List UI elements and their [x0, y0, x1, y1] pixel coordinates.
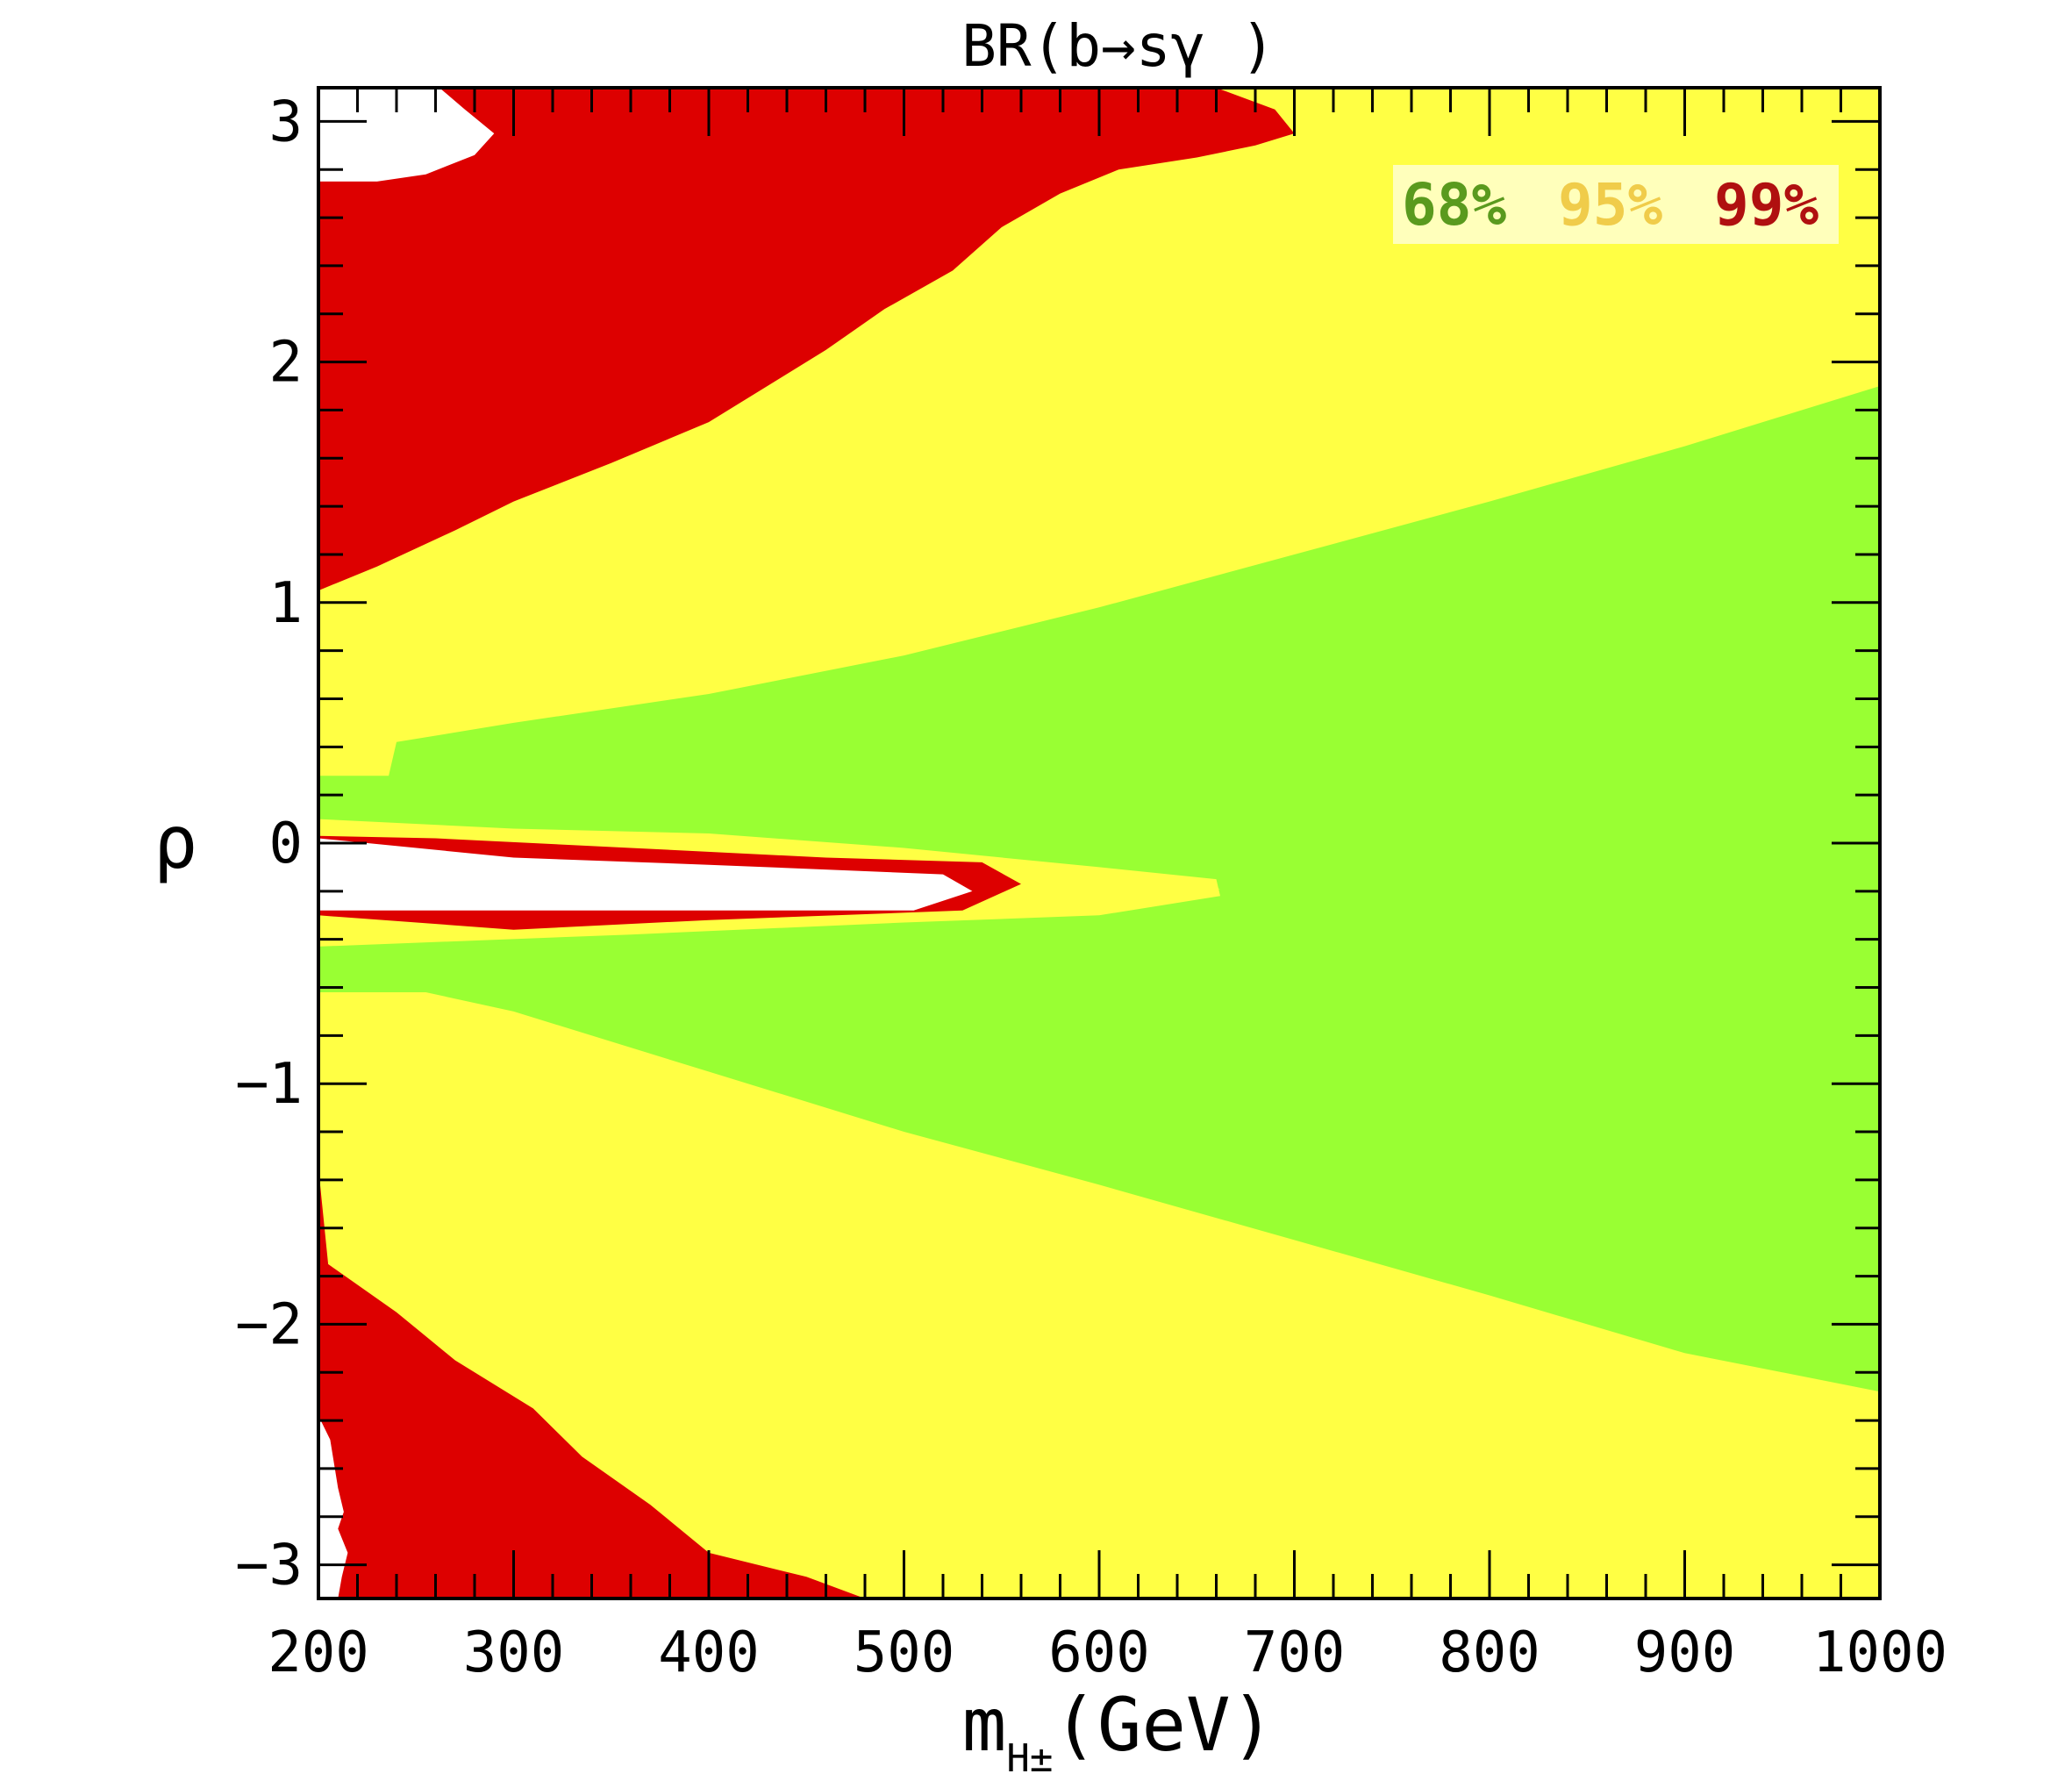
- legend-entry-95pct: 95%: [1558, 171, 1662, 239]
- x-tick-label: 300: [463, 1620, 565, 1685]
- chart-title: BR(b→sγ ): [961, 12, 1275, 80]
- x-tick-label: 800: [1439, 1620, 1540, 1685]
- legend-entry-99pct: 99%: [1714, 171, 1818, 239]
- y-tick-label: −1: [235, 1052, 303, 1117]
- contour-regions: [318, 88, 1880, 1598]
- y-tick-label: 0: [268, 812, 303, 876]
- contour-region-68pct-0: [318, 386, 1880, 1392]
- y-tick-label: −2: [235, 1292, 303, 1357]
- contour-region-outside-6: [318, 88, 495, 182]
- x-tick-label: 500: [854, 1620, 955, 1685]
- legend-entry-68pct: 68%: [1402, 171, 1506, 239]
- legend-box: [1393, 165, 1839, 244]
- y-tick-label: 1: [268, 571, 303, 636]
- x-tick-label: 1000: [1812, 1620, 1947, 1685]
- x-tick-label: 600: [1048, 1620, 1150, 1685]
- y-tick-label: 3: [268, 89, 303, 154]
- axis-ticks: 200 300 400 500 600 700 800 900 1000 −3 −2 −1 0 1 2 3: [235, 88, 1947, 1685]
- y-tick-label: 2: [268, 331, 303, 396]
- x-tick-label: 400: [658, 1620, 760, 1685]
- x-axis-title-subscript: H±: [1006, 1736, 1053, 1781]
- x-tick-label: 700: [1244, 1620, 1346, 1685]
- legend: 68% 95% 99%: [1393, 165, 1839, 244]
- x-tick-label: 900: [1634, 1620, 1736, 1685]
- contour-region-99pct-3: [318, 88, 1295, 591]
- contour-region-99pct-4: [318, 1168, 865, 1598]
- y-tick-label: −3: [235, 1534, 303, 1598]
- x-axis-title-unit: (GeV): [1053, 1682, 1275, 1768]
- contour-region-outside-5: [318, 838, 973, 911]
- contour-region-outside-7: [318, 1415, 348, 1598]
- x-tick-label: 200: [268, 1620, 369, 1685]
- y-axis-title: ρ: [154, 799, 198, 885]
- x-axis-title: mH±(GeV): [962, 1682, 1275, 1781]
- x-axis-title-main: m: [962, 1682, 1007, 1768]
